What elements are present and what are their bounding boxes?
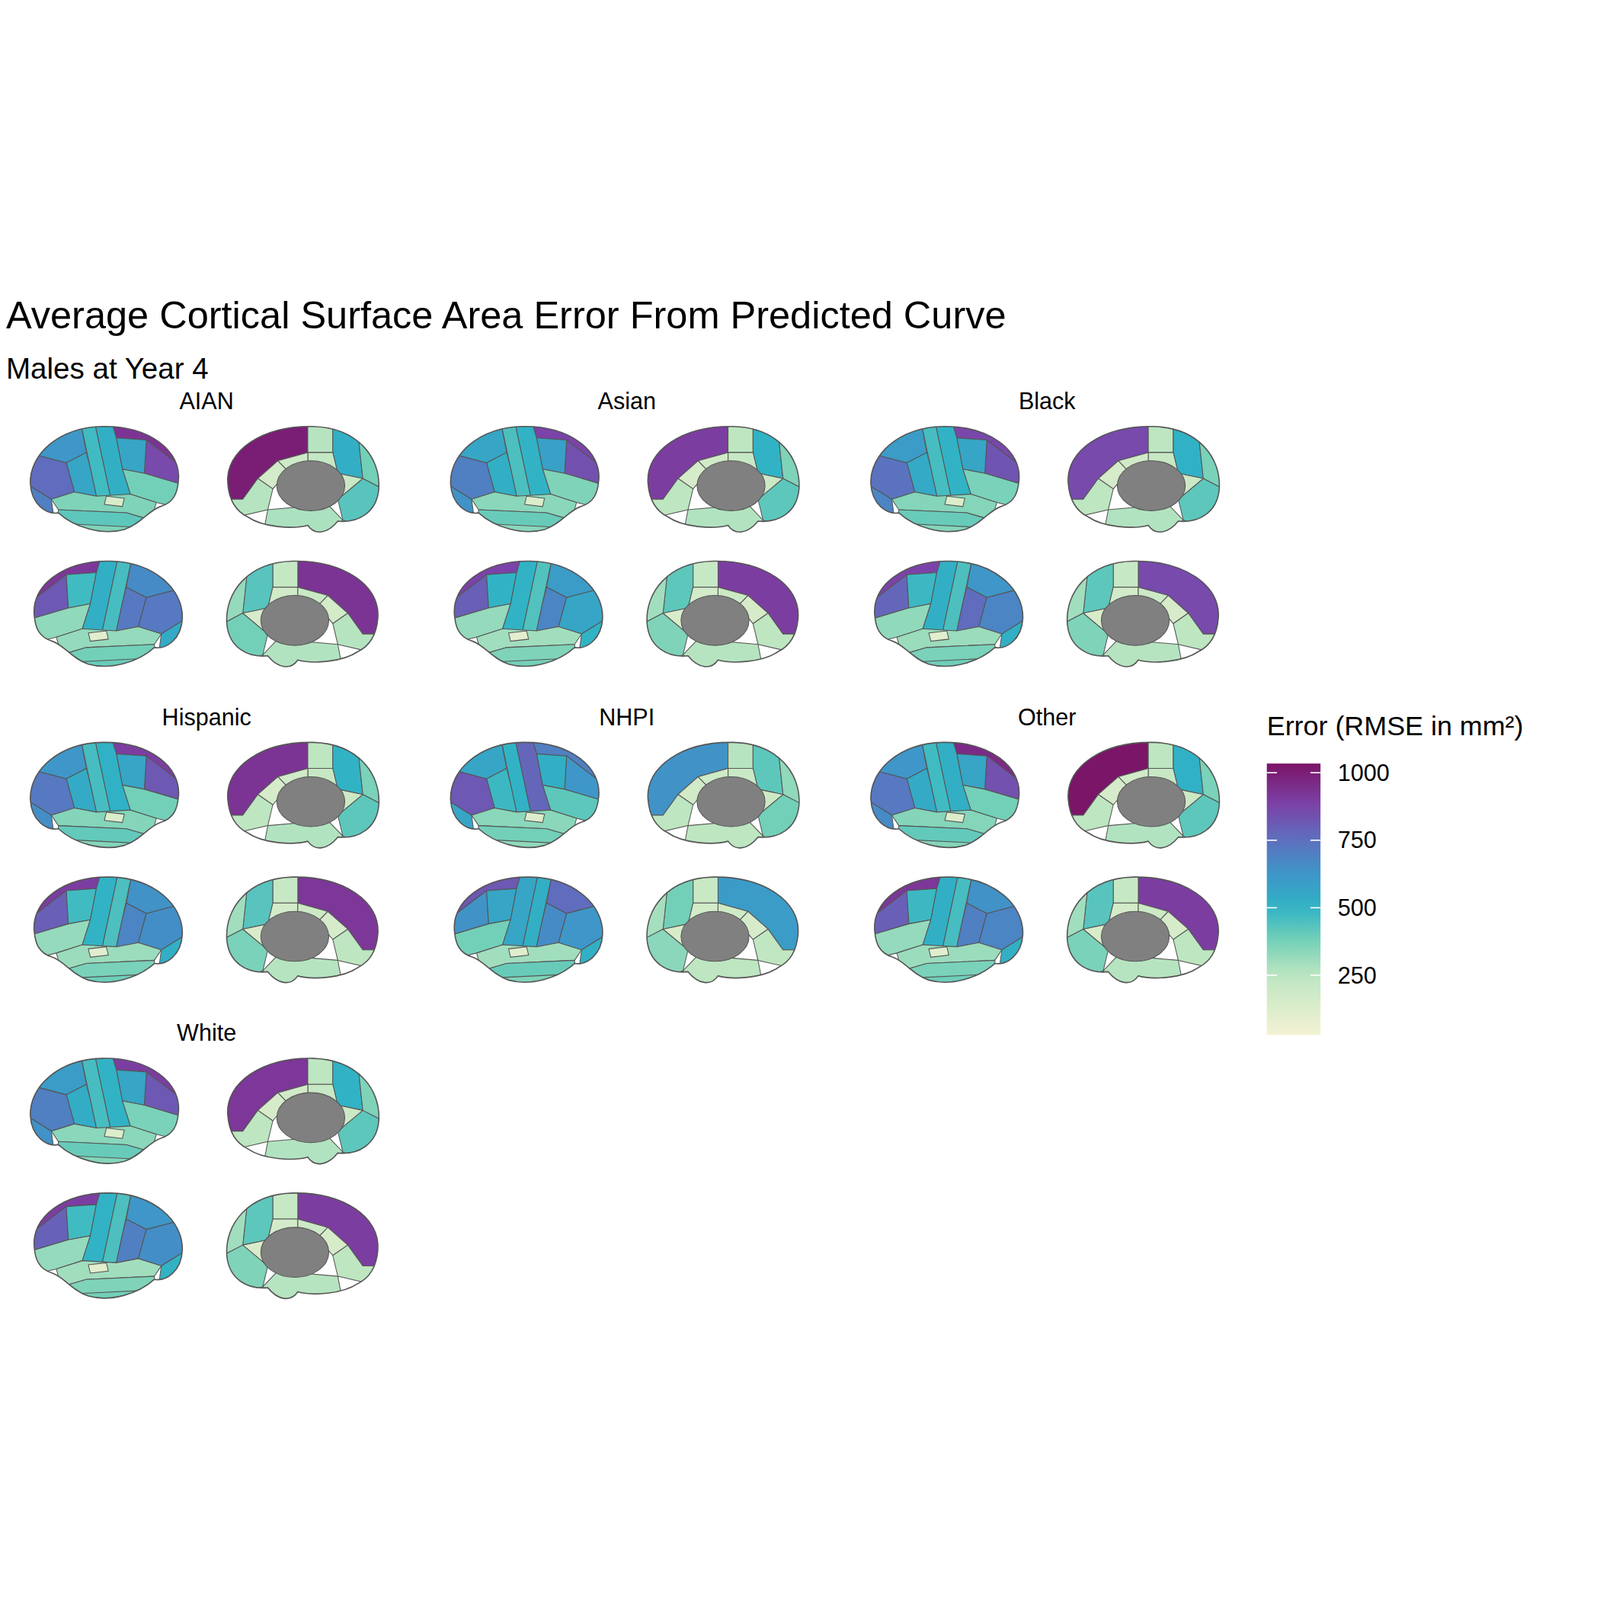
svg-text:1000: 1000 <box>1337 759 1390 786</box>
svg-text:Hispanic: Hispanic <box>162 704 252 731</box>
svg-text:750: 750 <box>1337 826 1377 853</box>
svg-text:White: White <box>176 1019 237 1046</box>
svg-text:Average Cortical Surface Area: Average Cortical Surface Area Error From… <box>6 293 1007 337</box>
svg-text:Other: Other <box>1017 704 1076 730</box>
svg-text:500: 500 <box>1337 894 1377 921</box>
svg-text:NHPI: NHPI <box>598 704 655 730</box>
svg-text:Black: Black <box>1018 387 1076 414</box>
svg-text:Males at Year 4: Males at Year 4 <box>6 352 209 385</box>
svg-text:250: 250 <box>1337 962 1377 989</box>
svg-text:Asian: Asian <box>598 387 656 414</box>
svg-text:AIAN: AIAN <box>179 387 234 414</box>
svg-text:Error (RMSE in mm²): Error (RMSE in mm²) <box>1267 710 1524 742</box>
